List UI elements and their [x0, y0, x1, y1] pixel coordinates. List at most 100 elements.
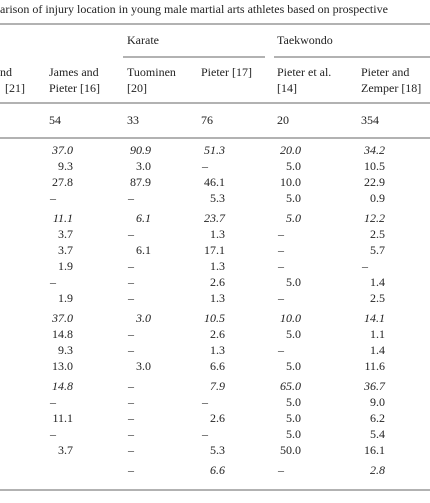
table-cell: 14.8 [52, 327, 73, 341]
column-header: nd [0, 65, 12, 79]
table-cell: 1.9 [58, 259, 73, 273]
table-cell: 1.1 [370, 327, 385, 341]
table-cell: – [127, 259, 135, 273]
table-cell: – [201, 159, 209, 173]
table-cell: – [127, 379, 135, 393]
table-cell: – [277, 291, 285, 305]
table-cell: – [201, 395, 209, 409]
table-cell: 5.0 [286, 359, 301, 373]
table-cell: 6.6 [210, 359, 225, 373]
sample-size: 54 [49, 113, 61, 127]
table-cell: 5.0 [286, 275, 301, 289]
column-header: Zemper [18] [361, 81, 421, 95]
table-cell: 5.0 [286, 395, 301, 409]
sample-size: 354 [361, 113, 379, 127]
table-cell: 1.9 [58, 291, 73, 305]
column-header: Pieter [16] [49, 81, 100, 95]
table-cell: – [49, 395, 57, 409]
table-cell: 5.0 [286, 191, 301, 205]
table-cell: 11.6 [364, 359, 385, 373]
table-cell: 17.1 [204, 243, 225, 257]
column-header: [21] [5, 81, 25, 95]
table-cell: 3.7 [58, 443, 73, 457]
group-header: Karate [127, 33, 159, 47]
table-cell: 10.5 [364, 159, 385, 173]
table-cell: 1.3 [210, 227, 225, 241]
table-cell: – [277, 227, 285, 241]
table-cell: 36.7 [363, 379, 386, 393]
table-cell: – [201, 427, 209, 441]
table-cell: 9.3 [58, 159, 73, 173]
table-cell: 2.6 [210, 327, 225, 341]
table-cell: 7.9 [210, 379, 225, 393]
table-cell: 1.4 [370, 275, 385, 289]
table-cell: – [127, 411, 135, 425]
table-cell: 65.0 [280, 379, 301, 393]
table-cell: 5.0 [286, 211, 301, 225]
column-header: James and [49, 65, 99, 79]
table-cell: – [127, 327, 135, 341]
table-cell: 22.9 [364, 175, 385, 189]
table-cell: 1.3 [210, 343, 225, 357]
table-cell: 5.3 [210, 443, 225, 457]
table-cell: 2.6 [210, 411, 225, 425]
table-cell: 27.8 [52, 175, 73, 189]
column-header: Pieter [17] [201, 65, 252, 79]
table-cell: 2.8 [370, 463, 385, 477]
table-cell: 3.0 [135, 311, 151, 325]
table-title: arison of injury location in young male … [0, 2, 388, 16]
table-cell: 3.0 [136, 159, 151, 173]
table-cell: 6.1 [136, 243, 151, 257]
table-cell: 13.0 [52, 359, 73, 373]
table-cell: 46.1 [204, 175, 225, 189]
table-cell: 14.1 [364, 311, 385, 325]
table-cell: 12.2 [364, 211, 385, 225]
table-cell: 1.3 [210, 259, 225, 273]
column-header: [14] [277, 81, 297, 95]
table-cell: 51.3 [204, 143, 225, 157]
table-cell: – [127, 291, 135, 305]
table-cell: 10.5 [204, 311, 225, 325]
table-cell: 37.0 [51, 311, 73, 325]
table-cell: 87.9 [130, 175, 151, 189]
table-cell: – [277, 259, 285, 273]
table-cell: 6.1 [136, 211, 151, 225]
column-header: Pieter et al. [277, 65, 331, 79]
table-cell: – [49, 191, 57, 205]
table-cell: 6.2 [370, 411, 385, 425]
table-cell: 10.0 [280, 311, 301, 325]
table-cell: – [127, 191, 135, 205]
table-cell: 2.5 [370, 291, 385, 305]
table-cell: – [127, 395, 135, 409]
table-cell: 2.5 [370, 227, 385, 241]
table-cell: 5.3 [210, 191, 225, 205]
table-cell: 5.0 [286, 427, 301, 441]
table-cell: 5.7 [370, 243, 385, 257]
table-cell: 90.9 [130, 143, 151, 157]
table-cell: – [277, 463, 285, 477]
table-cell: 50.0 [280, 443, 301, 457]
table-cell: 9.0 [370, 395, 385, 409]
sample-size: 33 [127, 113, 139, 127]
table-cell: – [127, 227, 135, 241]
table-cell: 3.7 [58, 227, 73, 241]
table-cell: 14.8 [52, 379, 73, 393]
table-cell: – [361, 259, 369, 273]
table-cell: – [127, 427, 135, 441]
table-cell: 11.1 [53, 211, 73, 225]
table-cell: 20.0 [280, 143, 301, 157]
group-header: Taekwondo [277, 33, 333, 47]
table-cell: 5.4 [370, 427, 385, 441]
sample-size: 20 [277, 113, 289, 127]
table-cell: 11.1 [52, 411, 73, 425]
table-cell: – [127, 343, 135, 357]
table-cell: 34.2 [363, 143, 385, 157]
column-header: [20] [127, 81, 147, 95]
column-header: Pieter and [361, 65, 409, 79]
table-cell: 23.7 [204, 211, 226, 225]
table-cell: – [127, 463, 135, 477]
table-cell: 3.7 [58, 243, 73, 257]
table-cell: 2.6 [210, 275, 225, 289]
table-cell: 5.0 [286, 411, 301, 425]
